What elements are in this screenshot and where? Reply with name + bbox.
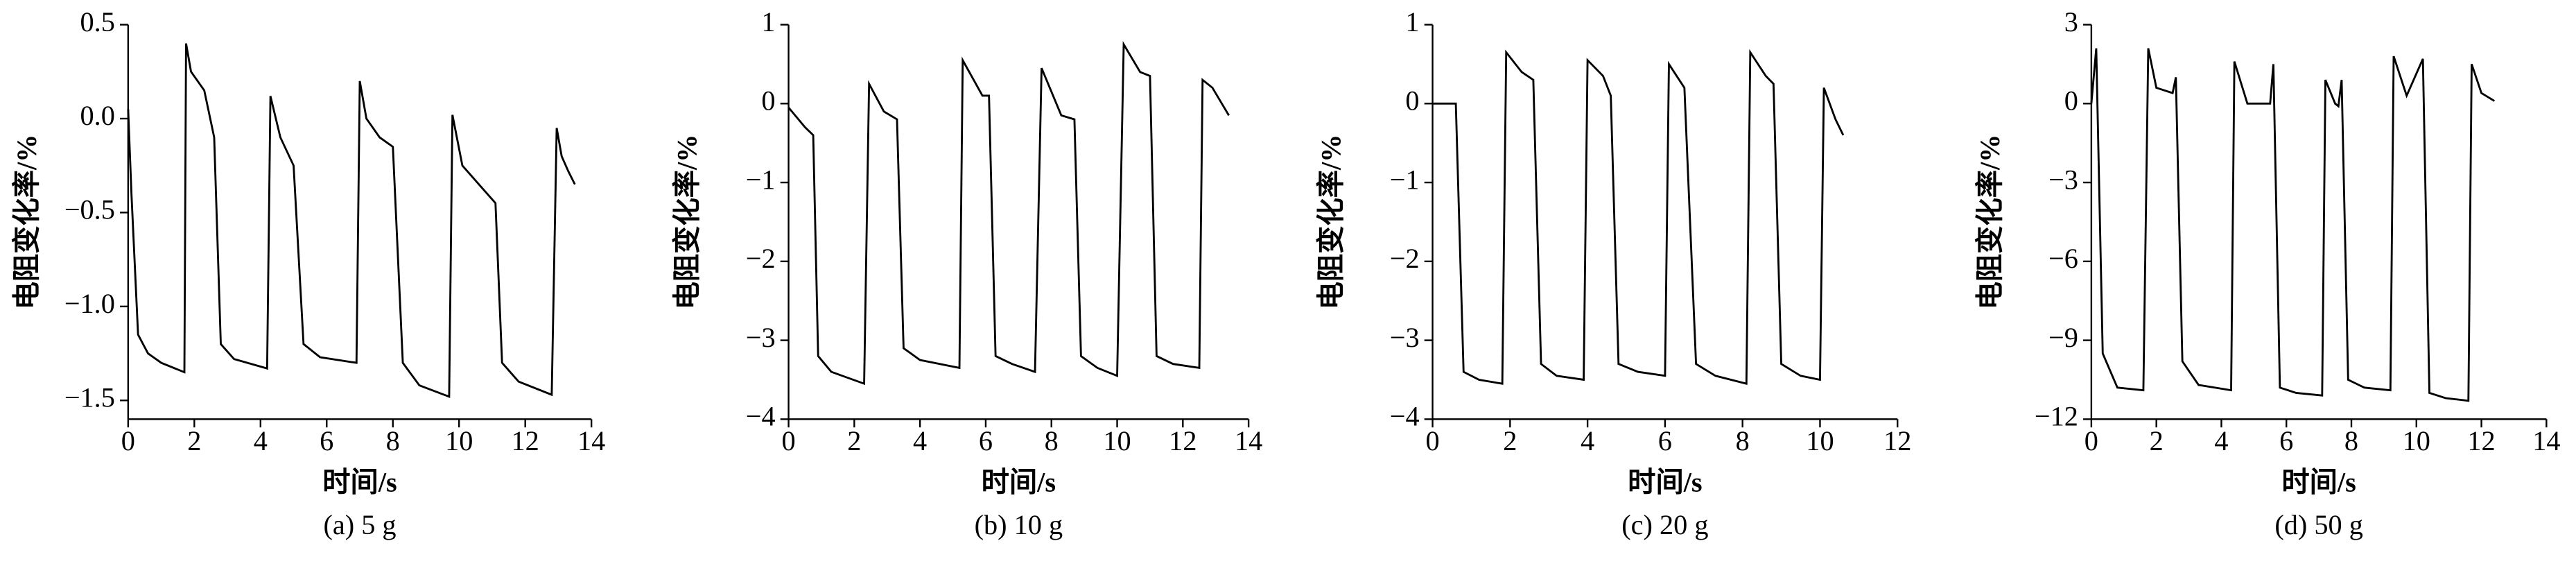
y-tick-label: 1 xyxy=(761,6,775,37)
x-axis-label: 时间/s xyxy=(982,466,1056,497)
x-tick-label: 8 xyxy=(1736,425,1750,456)
x-tick-label: 14 xyxy=(577,425,605,456)
x-tick-label: 10 xyxy=(2403,425,2430,456)
caption: (a) 5 g xyxy=(323,509,396,540)
x-tick-label: 14 xyxy=(2532,425,2560,456)
y-tick-label: −3 xyxy=(746,322,776,353)
x-tick-label: 8 xyxy=(2344,425,2358,456)
x-tick-label: 10 xyxy=(1806,425,1834,456)
x-tick-label: 0 xyxy=(781,425,795,456)
y-tick-label: −4 xyxy=(1390,401,1420,432)
data-line xyxy=(127,43,576,398)
x-tick-label: 10 xyxy=(445,425,473,456)
x-tick-label: 12 xyxy=(2467,425,2495,456)
y-axis-label: 电阻变化率/% xyxy=(672,135,703,310)
x-tick-label: 4 xyxy=(1581,425,1594,456)
x-axis-label: 时间/s xyxy=(322,466,397,497)
data-line xyxy=(787,41,1230,386)
x-tick-label: 4 xyxy=(2214,425,2228,456)
y-tick-label: 3 xyxy=(2064,6,2078,37)
x-tick-label: 4 xyxy=(913,425,927,456)
y-tick-label: −1 xyxy=(1390,164,1420,195)
y-tick-label: −9 xyxy=(2048,322,2078,353)
y-tick-label: −12 xyxy=(2035,401,2078,432)
x-tick-label: 12 xyxy=(512,425,539,456)
x-tick-label: 2 xyxy=(2150,425,2164,456)
y-tick-label: 0 xyxy=(2064,85,2078,117)
data-line xyxy=(2090,48,2496,402)
y-tick-label: 0 xyxy=(1405,85,1419,117)
y-tick-label: 1 xyxy=(1405,6,1419,37)
y-axis-label: 电阻变化率/% xyxy=(1974,135,2005,310)
x-axis-label: 时间/s xyxy=(2281,466,2356,497)
caption: (b) 10 g xyxy=(975,509,1063,540)
y-tick-label: 0.5 xyxy=(80,6,115,37)
x-tick-label: 2 xyxy=(847,425,861,456)
x-tick-label: 0 xyxy=(1425,425,1439,456)
x-tick-label: 12 xyxy=(1169,425,1196,456)
x-axis-label: 时间/s xyxy=(1628,466,1702,497)
y-tick-label: 0.0 xyxy=(80,100,115,131)
x-tick-label: 14 xyxy=(1235,425,1262,456)
x-tick-label: 2 xyxy=(187,425,201,456)
x-tick-label: 0 xyxy=(2085,425,2098,456)
y-tick-label: −2 xyxy=(746,243,776,274)
y-tick-label: −4 xyxy=(746,401,776,432)
caption: (c) 20 g xyxy=(1621,509,1708,540)
x-tick-label: 0 xyxy=(121,425,135,456)
y-tick-label: −1.5 xyxy=(64,382,115,413)
data-line xyxy=(1432,49,1845,385)
y-tick-label: −6 xyxy=(2048,243,2078,274)
y-tick-label: −1 xyxy=(746,164,776,195)
y-tick-label: −2 xyxy=(1390,243,1420,274)
x-tick-label: 8 xyxy=(1045,425,1059,456)
x-tick-label: 6 xyxy=(1658,425,1672,456)
x-tick-label: 12 xyxy=(1883,425,1911,456)
y-tick-label: −0.5 xyxy=(64,194,115,225)
x-tick-label: 6 xyxy=(2279,425,2293,456)
y-axis-label: 电阻变化率/% xyxy=(1316,135,1347,310)
x-tick-label: 10 xyxy=(1103,425,1131,456)
y-axis-label: 电阻变化率/% xyxy=(11,135,42,310)
x-tick-label: 4 xyxy=(254,425,268,456)
x-tick-label: 2 xyxy=(1503,425,1517,456)
y-tick-label: −3 xyxy=(2048,164,2078,195)
y-tick-label: −3 xyxy=(1390,322,1420,353)
x-tick-label: 6 xyxy=(979,425,993,456)
x-tick-label: 6 xyxy=(320,425,333,456)
y-tick-label: −1.0 xyxy=(64,288,115,319)
y-tick-label: 0 xyxy=(761,85,775,117)
x-tick-label: 8 xyxy=(386,425,400,456)
caption: (d) 50 g xyxy=(2274,509,2362,540)
